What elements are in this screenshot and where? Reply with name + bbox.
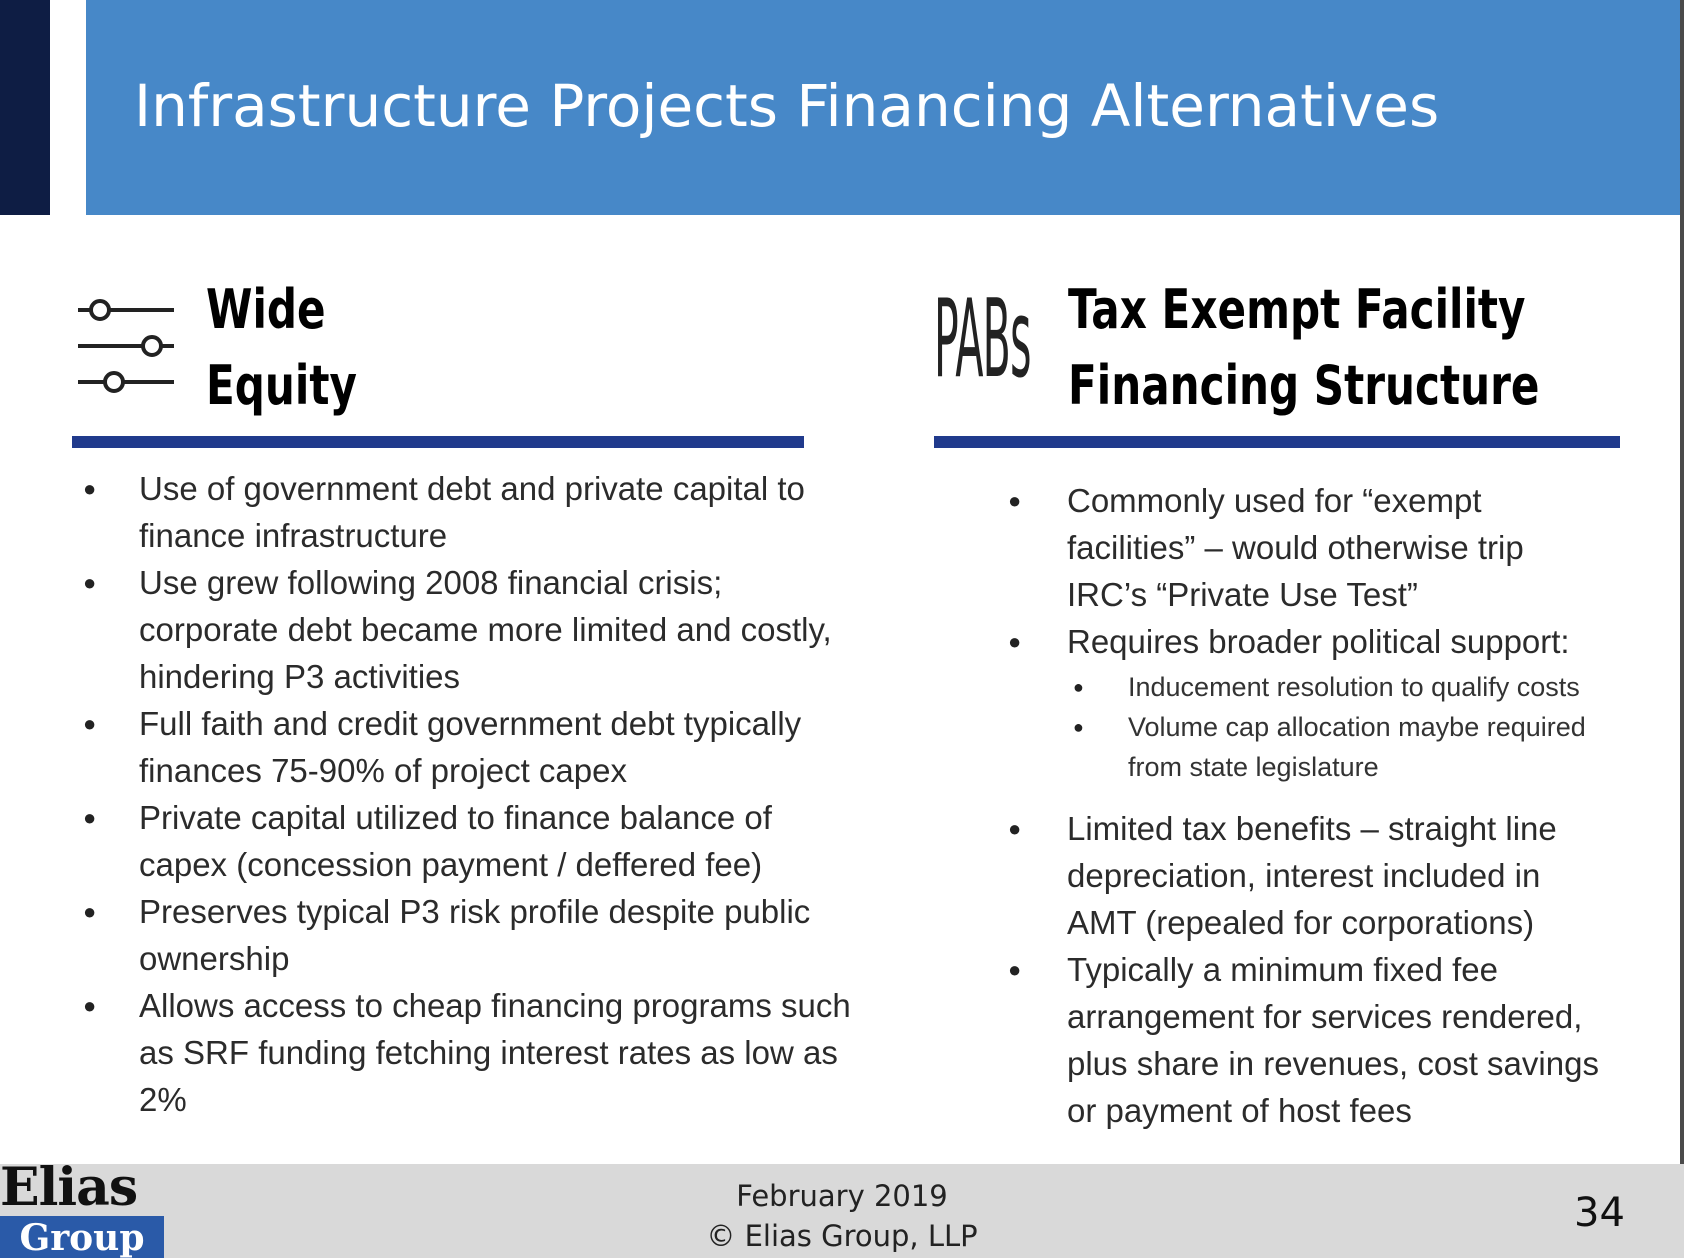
footer-date: February 2019 (736, 1179, 948, 1213)
left-bullet-list: ● Use of government debt and private capi… (80, 465, 860, 1123)
sub-list-item: ● Volume cap allocation maybe required fr… (1073, 712, 1586, 782)
list-item: ● Typically a minimum fixed fee arrangeme… (1008, 951, 1599, 1129)
footer-copyright: © Elias Group, LLP (706, 1219, 978, 1253)
slide-border (1680, 0, 1684, 1258)
list-item: ● Allows access to cheap financing progra… (83, 987, 851, 1118)
pabs-icon: PABs (934, 277, 1031, 402)
logo-bottom-text: Group (0, 1216, 164, 1259)
list-item: ● Limited tax benefits – straight line de… (1008, 810, 1557, 941)
sub-bullet-list: ● Inducement resolution to qualify costs … (1067, 667, 1608, 787)
right-divider (934, 436, 1620, 448)
right-bullet-list: ● Commonly used for “exempt facilities” –… (1008, 477, 1608, 1134)
list-item: ● Commonly used for “exempt facilities” –… (1008, 482, 1524, 613)
sub-list-item: ● Inducement resolution to qualify costs (1073, 672, 1580, 702)
slide-title: Infrastructure Projects Financing Altern… (134, 72, 1440, 140)
left-divider (72, 436, 804, 448)
list-item: ● Full faith and credit government debt t… (83, 705, 802, 789)
list-item: ● Use of government debt and private capi… (83, 470, 805, 554)
list-item: ● Use grew following 2008 financial crisi… (83, 564, 832, 695)
list-item: ● Requires broader political support: ● In… (1008, 618, 1608, 787)
logo-top-text: Elias (0, 1157, 138, 1218)
right-heading-line2: Financing Structure (1068, 354, 1540, 417)
list-item: ● Preserves typical P3 risk profile despi… (83, 893, 811, 977)
title-band (86, 0, 1684, 215)
left-heading-line2: Equity (206, 354, 357, 417)
list-item: ● Private capital utilized to finance bal… (83, 799, 772, 883)
left-heading-line1: Wide (206, 278, 326, 341)
page-number: 34 (1574, 1190, 1625, 1236)
right-heading: Tax Exempt Facility Financing Structure (1068, 272, 1539, 424)
footer-band (0, 1164, 1684, 1258)
elias-group-logo: Elias Group (0, 1157, 168, 1259)
accent-bar (0, 0, 50, 215)
left-heading: Wide Equity (206, 272, 357, 424)
sliders-icon (78, 299, 174, 393)
right-heading-line1: Tax Exempt Facility (1068, 278, 1526, 341)
